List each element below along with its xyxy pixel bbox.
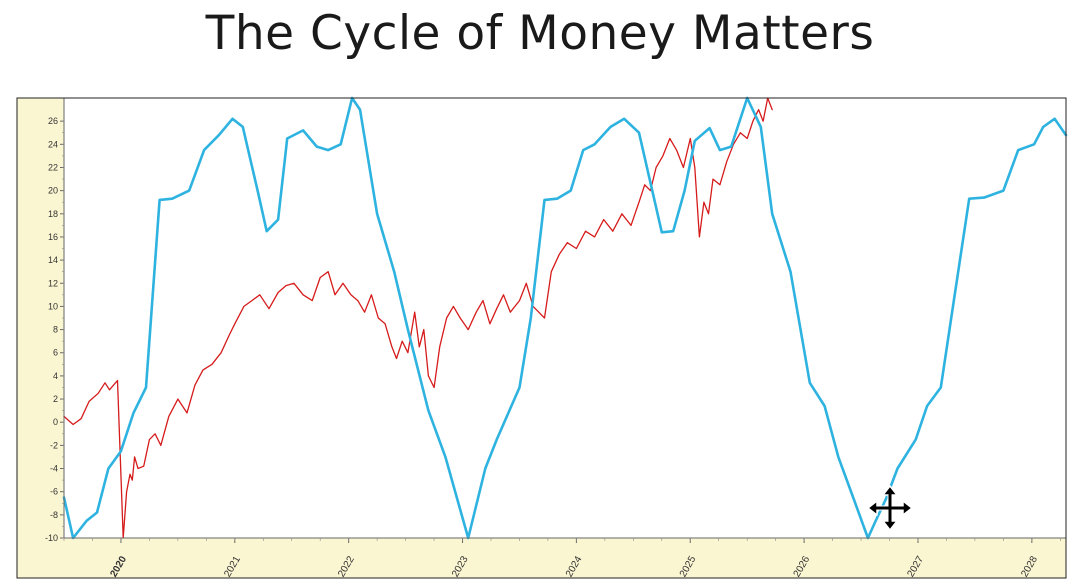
cycle-series-line <box>62 96 1068 540</box>
y-tick-label: 2 <box>53 394 58 404</box>
x-axis-band <box>17 538 1066 578</box>
y-tick-label: 4 <box>53 371 58 381</box>
y-tick-label: -2 <box>50 440 58 450</box>
y-tick-label: 0 <box>53 417 58 427</box>
move-cursor-icon <box>867 485 913 531</box>
y-tick-label: -10 <box>45 533 58 543</box>
y-tick-label: 14 <box>48 255 58 265</box>
y-axis-band <box>17 98 64 538</box>
y-tick-label: 16 <box>48 232 58 242</box>
y-tick-label: -4 <box>50 464 58 474</box>
cycle-series-layer <box>62 96 1068 540</box>
y-tick-label: 20 <box>48 186 58 196</box>
y-tick-label: 22 <box>48 162 58 172</box>
y-tick-label: 26 <box>48 116 58 126</box>
price-series-layer <box>63 97 773 539</box>
y-tick-label: 18 <box>48 209 58 219</box>
y-tick-label: 12 <box>48 278 58 288</box>
y-tick-label: 6 <box>53 348 58 358</box>
plot-area <box>64 98 1066 538</box>
y-tick-label: 8 <box>53 325 58 335</box>
y-tick-label: -6 <box>50 487 58 497</box>
chart-title: The Cycle of Money Matters <box>205 6 875 61</box>
price-series-line <box>63 97 773 539</box>
y-tick-label: 10 <box>48 301 58 311</box>
y-tick-label: -8 <box>50 510 58 520</box>
y-tick-label: 24 <box>48 139 58 149</box>
chart-frame <box>16 97 1067 579</box>
